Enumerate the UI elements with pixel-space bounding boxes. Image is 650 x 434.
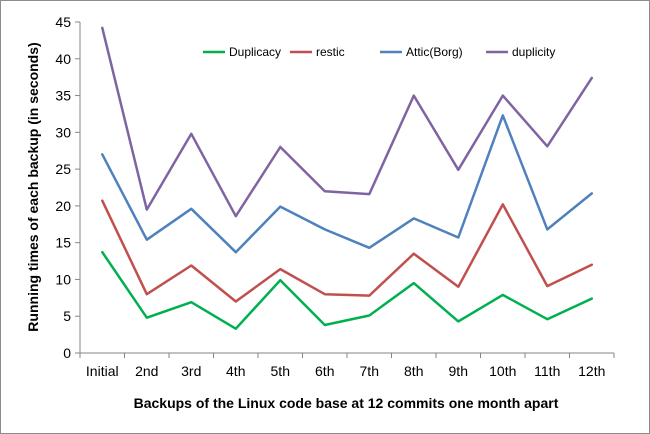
y-tick-label: 10	[55, 271, 71, 287]
legend-label: duplicity	[512, 45, 555, 59]
y-tick-label: 5	[63, 308, 71, 324]
x-tick-label: 2nd	[135, 363, 158, 379]
series-line-duplicity	[101, 26, 594, 218]
x-tick-label: 10th	[489, 363, 516, 379]
x-tick-label: 9th	[449, 363, 468, 379]
y-tick-label: 30	[55, 124, 71, 140]
y-tick-labels: 0 5 10 15 20 25 30 35 40 45	[55, 14, 71, 361]
x-tick-label: 5th	[271, 363, 290, 379]
series-line-restic	[101, 199, 594, 303]
x-axis-title: Backups of the Linux code base at 12 com…	[134, 395, 559, 411]
legend-label: restic	[316, 45, 345, 59]
y-tick-label: 45	[55, 14, 71, 30]
legend-label: Attic(Borg)	[406, 45, 463, 59]
axes	[75, 21, 615, 358]
x-tick-label: 8th	[404, 363, 423, 379]
x-tick-label: 11th	[534, 363, 560, 379]
x-tick-label: Initial	[86, 363, 119, 379]
y-tick-label: 20	[55, 198, 71, 214]
x-tick-label: 12th	[578, 363, 605, 379]
legend: Duplicacy restic Attic(Borg) duplicity	[203, 45, 555, 59]
y-tick-label: 35	[55, 88, 71, 104]
x-tick-labels: Initial 2nd 3rd 4th 5th 6th 7th 8th 9th 10th 11th 1…	[86, 363, 605, 379]
legend-label: Duplicacy	[229, 45, 281, 59]
x-tick-label: 4th	[226, 363, 245, 379]
series-lines	[101, 26, 594, 330]
y-tick-label: 40	[55, 51, 71, 67]
y-axis-title: Running times of each backup (in seconds…	[25, 42, 41, 331]
y-tick-label: 0	[63, 345, 71, 361]
x-tick-label: 3rd	[181, 363, 201, 379]
y-tick-label: 25	[55, 161, 71, 177]
x-tick-label: 7th	[360, 363, 379, 379]
series-line-duplicacy	[101, 250, 594, 330]
x-tick-label: 6th	[315, 363, 334, 379]
y-tick-label: 15	[55, 235, 71, 251]
series-line-attic-borg	[101, 114, 594, 254]
